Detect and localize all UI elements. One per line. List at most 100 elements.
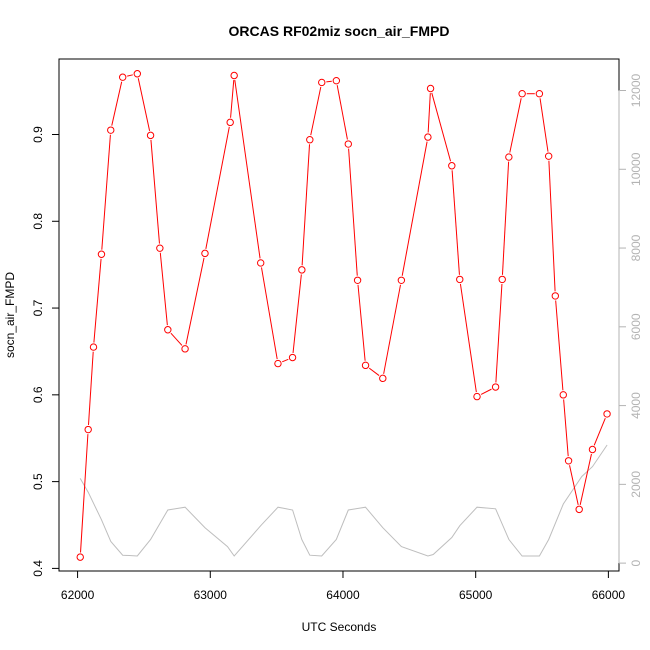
socn-air-fmpd-segment [150, 139, 160, 244]
socn-air-fmpd-point [456, 275, 464, 284]
socn-air-fmpd-point [118, 73, 127, 81]
x-tick-label: 66000 [592, 588, 626, 602]
socn-air-fmpd-point [344, 140, 352, 148]
x-tick-label: 63000 [194, 588, 228, 602]
socn-air-fmpd-segment [563, 399, 569, 457]
socn-air-fmpd-segment [127, 74, 133, 77]
socn-air-fmpd-point [397, 276, 406, 284]
socn-air-fmpd-point [551, 292, 560, 300]
x-axis-label: UTC Seconds [302, 620, 377, 634]
y-tick-label: 0.9 [31, 126, 45, 143]
socn-air-fmpd-segment [451, 170, 460, 275]
y-tick-label: 0.6 [31, 386, 45, 403]
socn-air-fmpd-point [226, 118, 234, 127]
socn-air-fmpd-segment [383, 284, 402, 374]
socn-air-fmpd-point [306, 136, 314, 144]
socn-air-fmpd-point [89, 343, 98, 351]
socn-air-fmpd-segment [137, 78, 151, 131]
socn-air-fmpd-point [156, 244, 164, 252]
socn-air-fmpd-segment [357, 284, 366, 361]
y-tick-label: 0.5 [31, 473, 45, 490]
socn-air-fmpd-segment [539, 98, 549, 152]
socn-air-fmpd-point [84, 425, 92, 434]
socn-air-fmpd-segment [431, 92, 452, 162]
socn-air-fmpd-point [318, 78, 326, 87]
x-tick-label: 64000 [326, 588, 360, 602]
socn-air-fmpd-segment [93, 258, 102, 343]
socn-air-fmpd-segment [509, 98, 522, 153]
socn-air-fmpd-point [603, 410, 611, 418]
series-layer [76, 70, 611, 561]
x-tick-label: 65000 [459, 588, 493, 602]
socn-air-fmpd-point [544, 152, 553, 160]
socn-air-fmpd-point [361, 361, 370, 370]
socn-air-fmpd-segment [80, 434, 89, 553]
socn-air-fmpd-point [426, 84, 435, 93]
socn-air-fmpd-segment [427, 93, 431, 133]
socn-air-fmpd-point [473, 392, 481, 401]
y-tick-label: 0.8 [31, 213, 45, 230]
socn-air-fmpd-segment [230, 80, 235, 118]
socn-air-fmpd-point [424, 133, 432, 141]
socn-air-fmpd-point [588, 445, 597, 454]
socn-air-fmpd-segment [87, 351, 94, 425]
socn-air-fmpd-point [353, 276, 362, 284]
socn-air-fmpd-segment [111, 81, 123, 126]
y-tick-label: 0.4 [31, 560, 45, 577]
socn-air-fmpd-point [274, 359, 282, 368]
right-tick-label: 12000 [629, 73, 643, 107]
right-tick-label: 10000 [629, 152, 643, 186]
plot-frame [58, 58, 620, 572]
socn-air-fmpd-segment [348, 148, 358, 276]
y-tick-label: 0.7 [31, 299, 45, 316]
socn-air-fmpd-point [379, 374, 387, 383]
socn-air-fmpd-point [107, 126, 115, 134]
socn-air-fmpd-point [491, 383, 500, 391]
socn-air-fmpd-point [76, 553, 84, 561]
socn-air-fmpd-point [518, 90, 526, 98]
socn-air-fmpd-segment [260, 267, 278, 360]
chart-title: ORCAS RF02miz socn_air_FMPD [229, 23, 450, 39]
x-tick-label: 62000 [61, 588, 95, 602]
socn-air-fmpd-point [535, 90, 544, 98]
socn-air-fmpd-point [332, 76, 341, 85]
socn-air-fmpd-point [498, 275, 506, 284]
socn-air-fmpd-point [288, 353, 297, 362]
socn-air-fmpd-point [181, 345, 189, 353]
socn-air-fmpd-point [230, 71, 238, 80]
right-tick-label: 8000 [629, 234, 643, 261]
socn-air-fmpd-point [505, 153, 513, 161]
socn-air-fmpd-point [564, 457, 573, 465]
socn-air-fmpd-segment [495, 283, 503, 383]
socn-air-fmpd-segment [569, 465, 579, 505]
socn-air-fmpd-point [97, 250, 106, 258]
socn-air-fmpd-segment [326, 80, 332, 83]
socn-air-fmpd-segment [310, 86, 322, 136]
socn-air-fmpd-segment [159, 252, 168, 326]
y-axis-label: socn_air_FMPD [3, 272, 17, 358]
socn-air-fmpd-segment [170, 332, 183, 346]
socn-air-fmpd-point [559, 391, 567, 399]
socn-air-fmpd-segment [336, 85, 348, 140]
right-tick-label: 0 [629, 559, 643, 566]
socn-air-fmpd-segment [555, 300, 564, 391]
socn-air-fmpd-point [257, 259, 265, 267]
socn-air-fmpd-segment [368, 367, 380, 376]
right-axis: 0 2000 4000 6000 8000 10000 12000 [618, 73, 643, 566]
socn-air-fmpd-segment [480, 388, 492, 395]
x-axis: 62000 63000 64000 65000 66000 [61, 570, 626, 602]
socn-air-fmpd-segment [579, 453, 592, 506]
socn-air-fmpd-point [298, 266, 306, 274]
right-tick-label: 6000 [629, 313, 643, 340]
socn-air-fmpd-segment [459, 283, 477, 393]
y-axis: 0.4 0.5 0.6 0.7 0.8 0.9 [31, 126, 60, 577]
socn-air-fmpd-segment [501, 161, 510, 275]
socn-air-fmpd-point [201, 249, 209, 258]
altitude-line [79, 444, 608, 557]
socn-air-fmpd-point [575, 505, 583, 514]
socn-air-fmpd-segment [234, 79, 261, 259]
socn-air-fmpd-segment [548, 160, 556, 292]
socn-air-fmpd-point [164, 326, 172, 334]
socn-air-fmpd-segment [205, 126, 230, 249]
